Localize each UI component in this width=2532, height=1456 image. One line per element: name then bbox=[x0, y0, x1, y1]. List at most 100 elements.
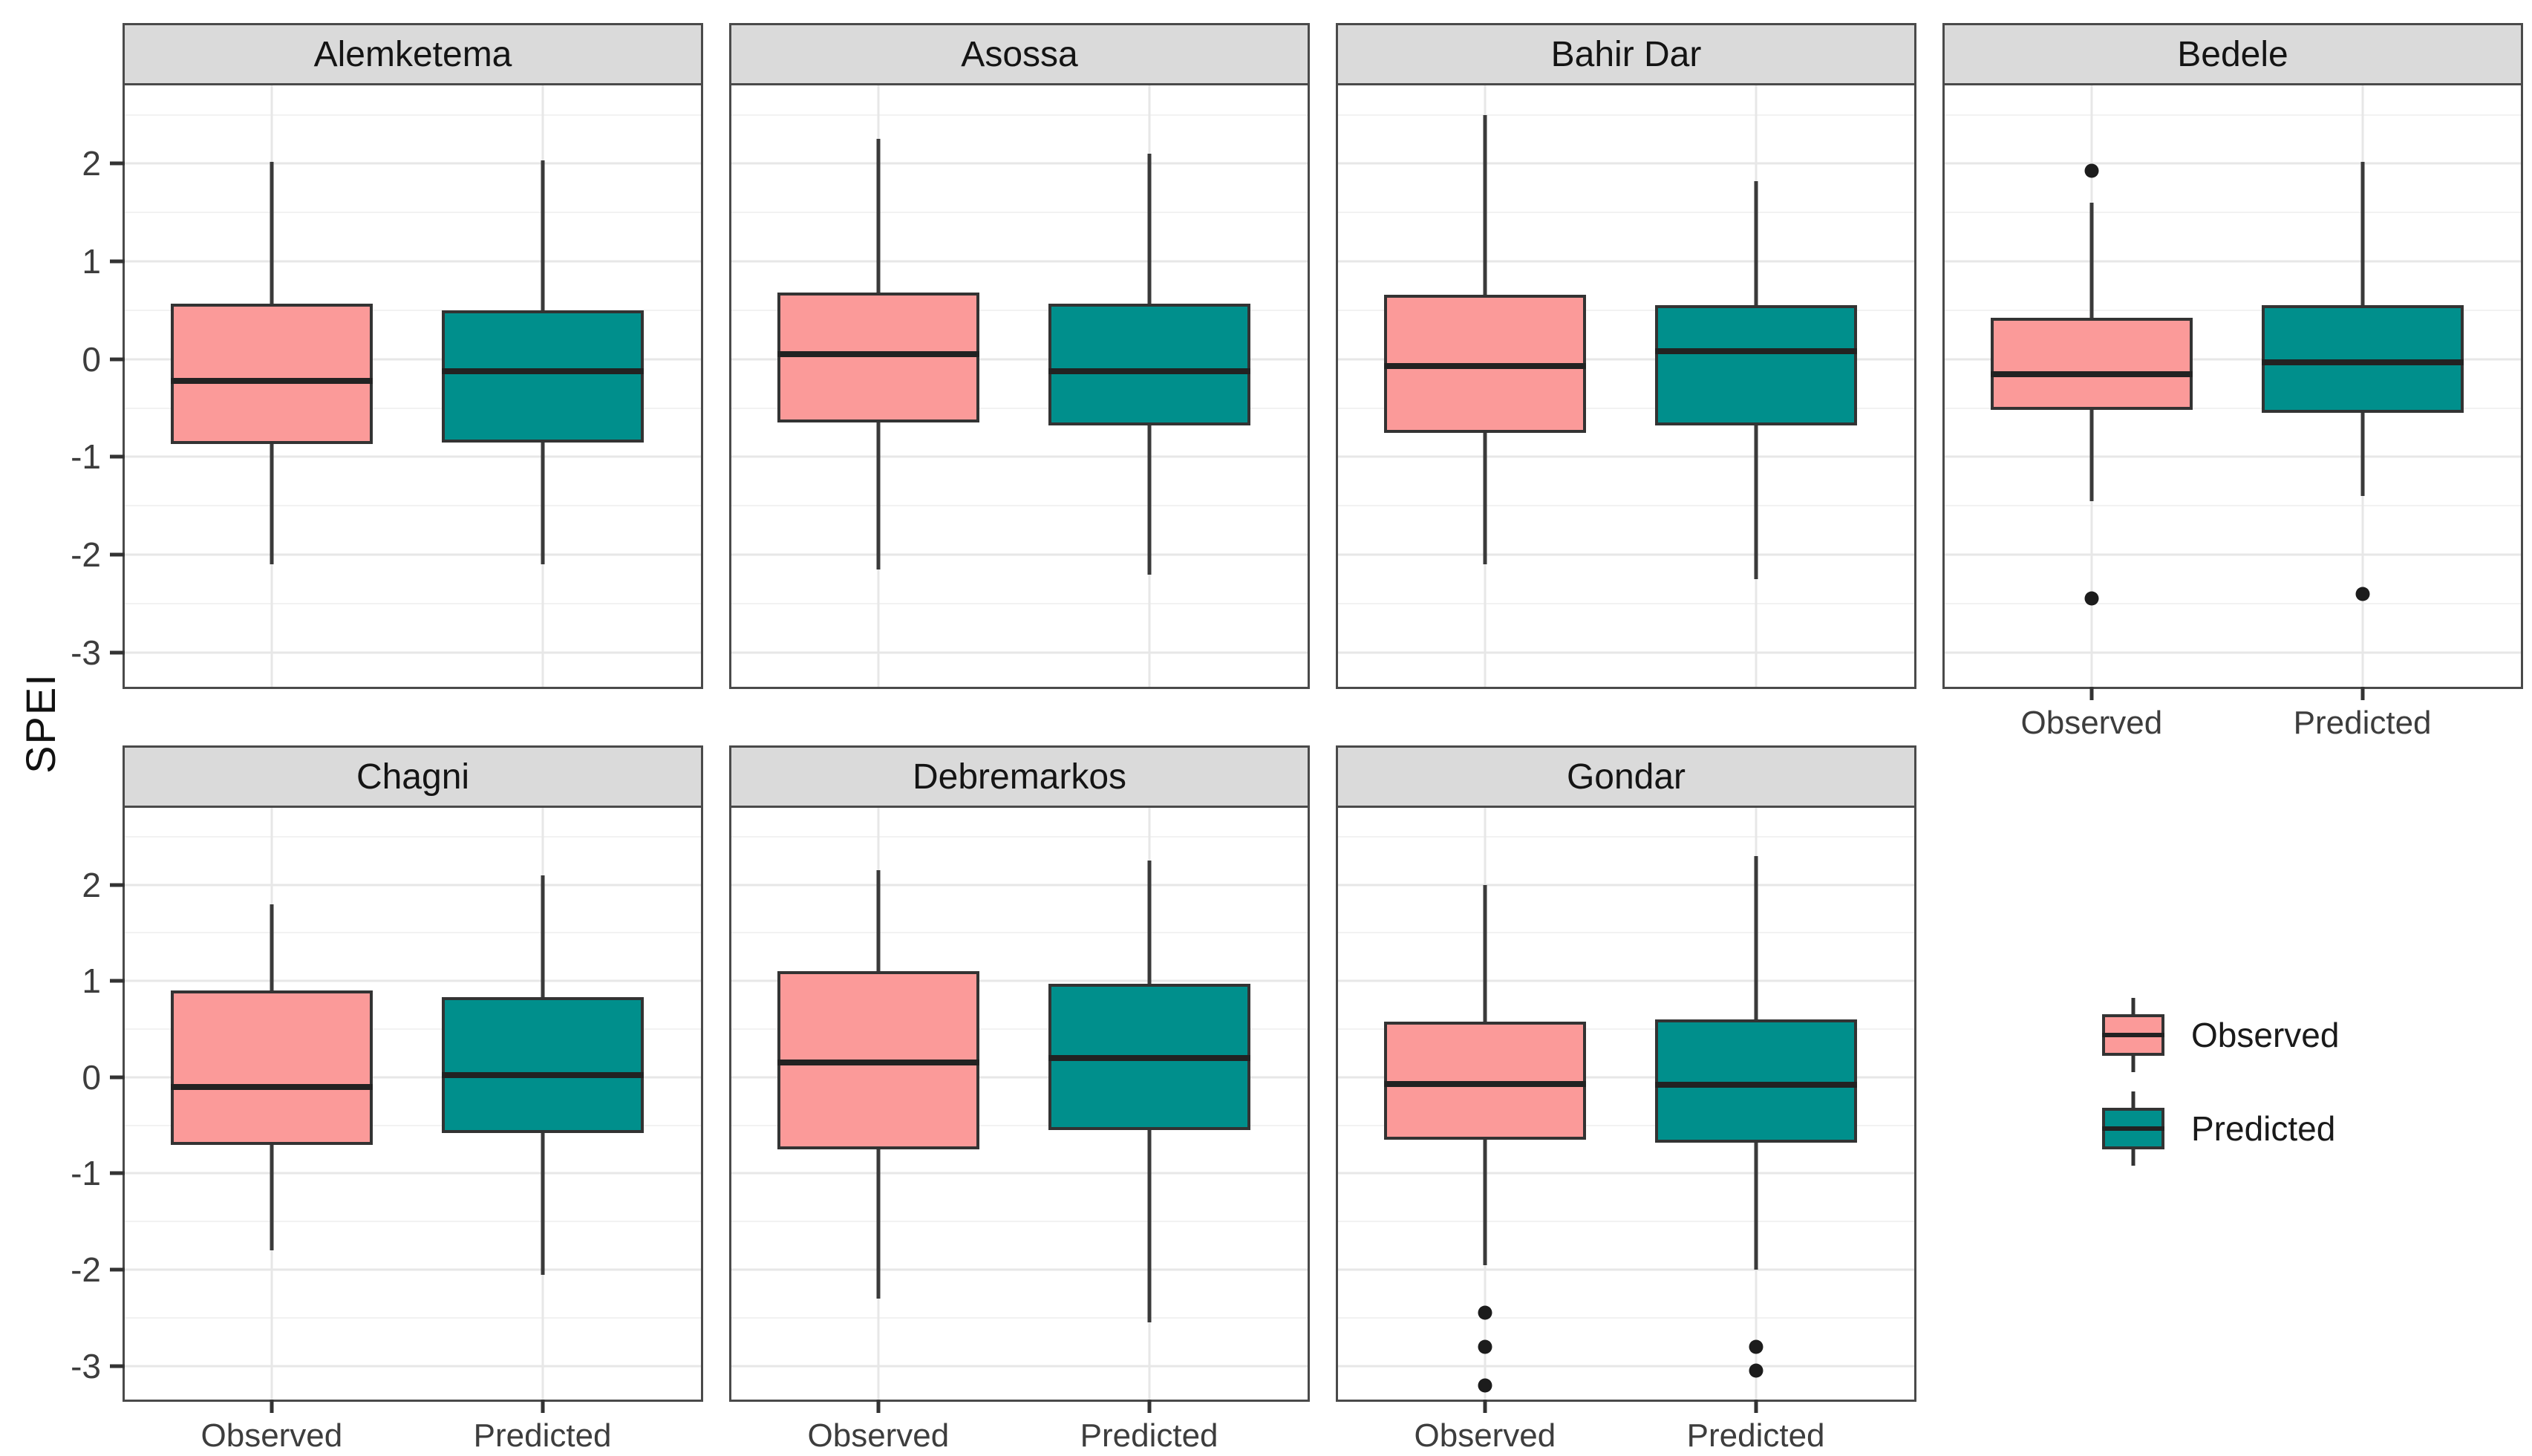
facet-grid: Alemketema 2 1 0 -1 -2 -3 Asossa Bahir Dar Bedele… bbox=[71, 23, 2523, 1454]
median-line bbox=[1990, 370, 2193, 377]
gridline-major bbox=[1945, 162, 2521, 165]
gridline-major bbox=[731, 979, 1308, 982]
gridline-major bbox=[125, 1268, 701, 1271]
gridline-minor bbox=[731, 603, 1308, 605]
gridline-minor bbox=[731, 1316, 1308, 1319]
gridline-major bbox=[731, 455, 1308, 458]
x-tick-mark bbox=[270, 1400, 274, 1413]
gridline-major bbox=[125, 162, 701, 165]
facet-debremarkos: Debremarkos Observed Predicted bbox=[729, 745, 1310, 1454]
y-tick-label: 1 bbox=[82, 962, 101, 1001]
outlier-point bbox=[2355, 587, 2370, 601]
x-category-label: Observed bbox=[200, 1417, 343, 1454]
gridline-minor bbox=[125, 1316, 701, 1319]
gridline-minor bbox=[125, 212, 701, 214]
gridline-minor bbox=[1338, 505, 1914, 507]
gridline-major bbox=[731, 358, 1308, 361]
facet-title: Bedele bbox=[2177, 34, 2288, 74]
facet-title: Debremarkos bbox=[912, 757, 1127, 797]
gridline-minor bbox=[1945, 505, 2521, 507]
median-line bbox=[1383, 363, 1586, 369]
y-tick-label: 2 bbox=[82, 865, 101, 904]
median-line bbox=[441, 368, 644, 374]
gridline-minor bbox=[731, 835, 1308, 838]
facet-header: Asossa bbox=[729, 23, 1310, 85]
boxplot-observed bbox=[1990, 85, 2193, 687]
legend-entry-observed: Observed bbox=[2102, 998, 2339, 1072]
y-tick-label: -3 bbox=[71, 1346, 101, 1385]
gridline-major bbox=[1338, 260, 1914, 263]
gridline-major bbox=[1338, 1268, 1914, 1271]
gridline-minor bbox=[125, 1028, 701, 1031]
y-tick-label: -3 bbox=[71, 633, 101, 672]
median-line bbox=[1048, 368, 1250, 374]
gridline-major bbox=[731, 884, 1308, 887]
gridline-major bbox=[125, 553, 701, 556]
x-tick-mark bbox=[1754, 1400, 1758, 1413]
gridline-minor bbox=[731, 1221, 1308, 1223]
gridline-major bbox=[1945, 260, 2521, 263]
legend-label: Predicted bbox=[2191, 1109, 2336, 1148]
x-category-label: Predicted bbox=[2293, 705, 2432, 741]
iqr-box bbox=[170, 990, 373, 1145]
gridline-major bbox=[125, 884, 701, 887]
boxplot-predicted bbox=[1654, 85, 1857, 687]
facet-bahir-dar: Bahir Dar bbox=[1336, 23, 1916, 689]
y-axis-title: SPEI bbox=[17, 673, 64, 774]
gridline-major bbox=[731, 1076, 1308, 1079]
gridline-minor bbox=[125, 932, 701, 934]
outlier-point bbox=[1478, 1339, 1492, 1354]
gridline-major bbox=[125, 651, 701, 654]
boxplot-predicted bbox=[441, 85, 644, 687]
legend: Observed Predicted bbox=[2102, 998, 2339, 1166]
boxplot-predicted bbox=[441, 808, 644, 1400]
boxplot-observed bbox=[170, 85, 373, 687]
boxplot-observed bbox=[1383, 85, 1586, 687]
legend-cell: Observed Predicted bbox=[1942, 745, 2523, 1446]
y-tick-label: -1 bbox=[71, 437, 101, 477]
gridline-minor bbox=[1945, 407, 2521, 409]
predicted-boxplot-key-icon bbox=[2102, 1091, 2164, 1166]
facet-gondar: Gondar Observed Predicted bbox=[1336, 745, 1916, 1454]
gridline-major bbox=[1945, 553, 2521, 556]
facet-title: Gondar bbox=[1566, 757, 1686, 797]
plot-panel: Observed Predicted bbox=[729, 808, 1310, 1454]
gridline-minor bbox=[1338, 1221, 1914, 1223]
gridline-minor bbox=[1945, 603, 2521, 605]
gridline-minor bbox=[125, 603, 701, 605]
y-tick-label: -1 bbox=[71, 1154, 101, 1193]
iqr-box bbox=[777, 293, 979, 423]
plot-panel: 2 1 0 -1 -2 -3 bbox=[71, 85, 703, 689]
iqr-box bbox=[1654, 305, 1857, 426]
x-tick-mark bbox=[541, 1400, 545, 1413]
gridline-minor bbox=[731, 932, 1308, 934]
legend-entry-predicted: Predicted bbox=[2102, 1091, 2339, 1166]
gridline-minor bbox=[1338, 1028, 1914, 1031]
plot-panel bbox=[1336, 85, 1916, 689]
x-tick-mark bbox=[1483, 1400, 1487, 1413]
facet-title: Chagni bbox=[356, 757, 470, 797]
gridline-major bbox=[1338, 162, 1914, 165]
gridline-major bbox=[1338, 1365, 1914, 1368]
gridline-minor bbox=[1338, 407, 1914, 409]
y-tick-mark bbox=[110, 552, 125, 557]
gridline-major bbox=[125, 455, 701, 458]
observed-boxplot-key-icon bbox=[2102, 998, 2164, 1072]
y-tick-mark bbox=[110, 161, 125, 166]
x-tick-mark bbox=[876, 1400, 881, 1413]
gridline-major bbox=[125, 1365, 701, 1368]
gridline-major bbox=[1338, 1172, 1914, 1175]
gridline-major bbox=[1338, 553, 1914, 556]
median-line bbox=[170, 377, 373, 384]
legend-key-median bbox=[2102, 1033, 2164, 1037]
boxplot-predicted bbox=[2261, 85, 2464, 687]
plot-panel bbox=[729, 85, 1310, 689]
y-tick-mark bbox=[110, 1171, 125, 1175]
gridline-minor bbox=[1338, 835, 1914, 838]
y-tick-mark bbox=[110, 1364, 125, 1368]
gridline-major bbox=[125, 260, 701, 263]
outlier-point bbox=[2084, 163, 2099, 178]
gridline-major bbox=[731, 162, 1308, 165]
y-tick-label: 2 bbox=[82, 144, 101, 183]
